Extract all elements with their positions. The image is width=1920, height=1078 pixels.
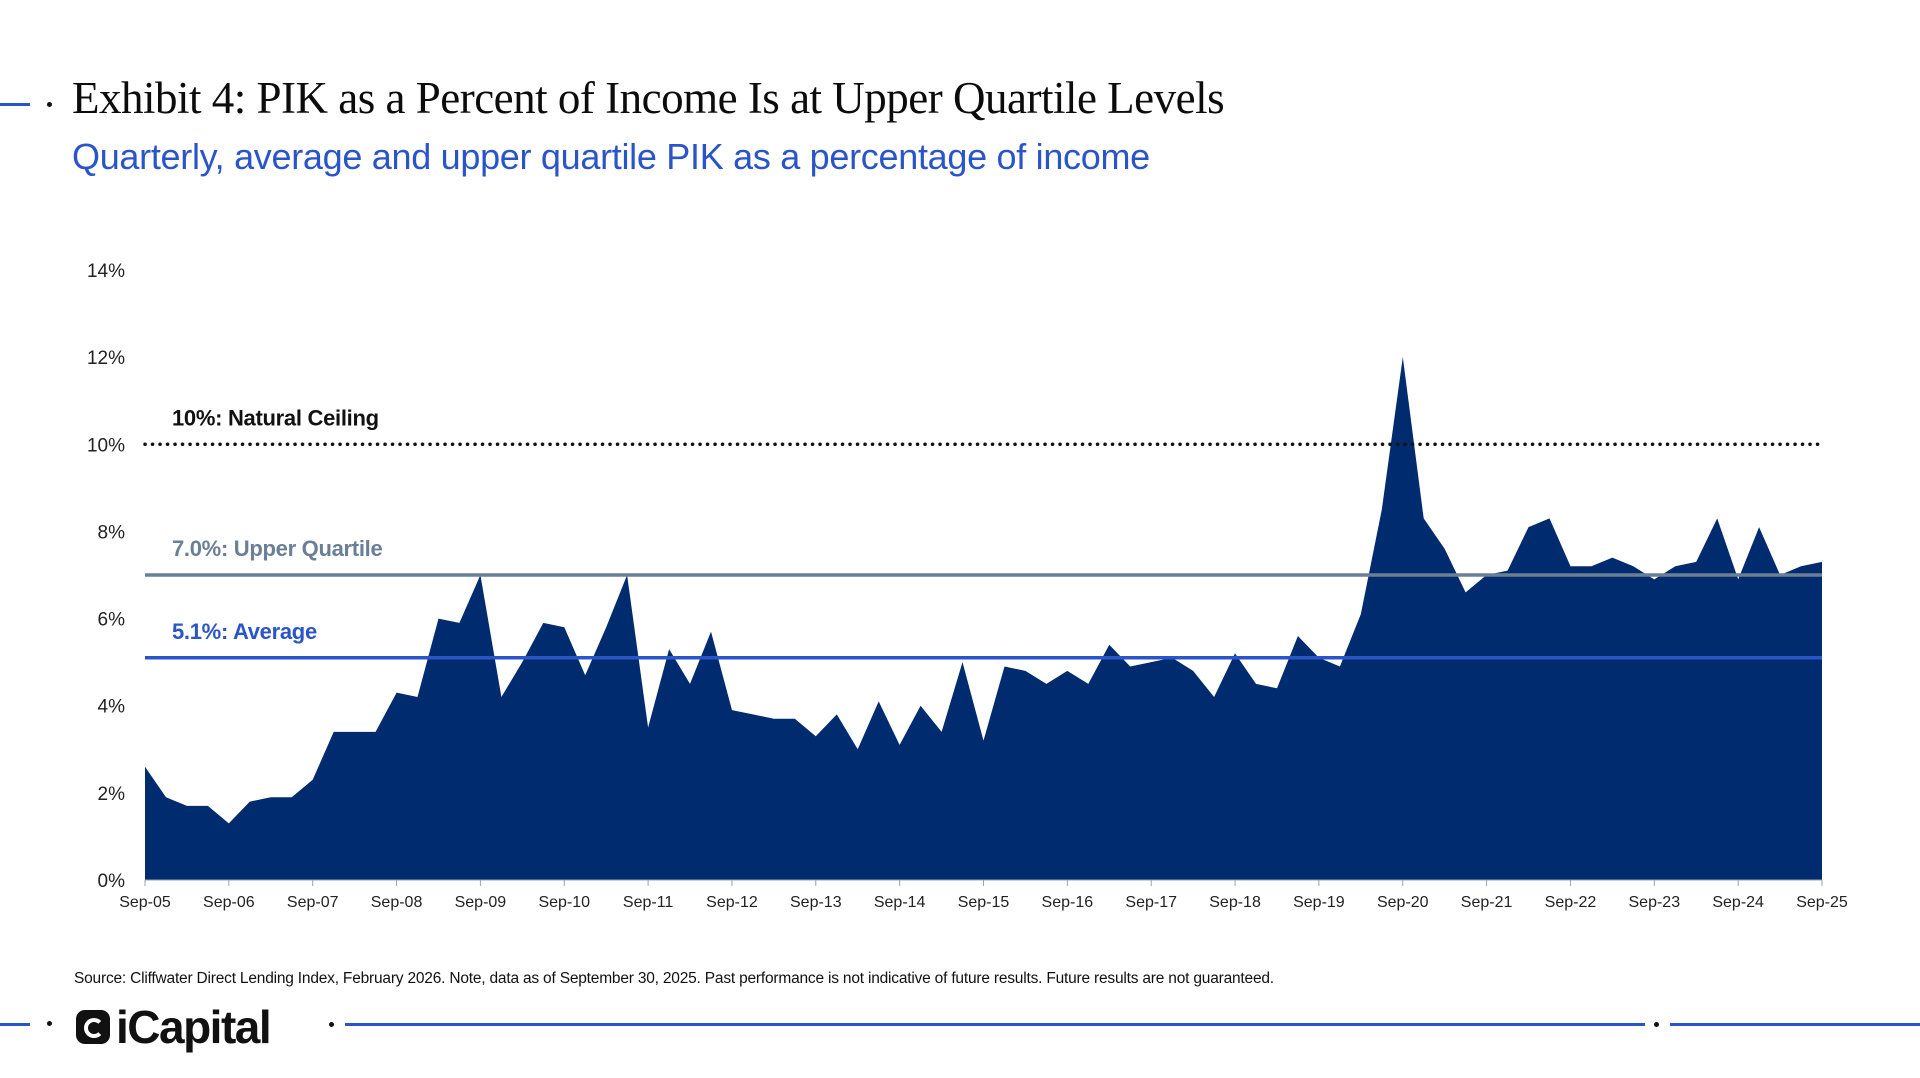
source-note: Source: Cliffwater Direct Lending Index,… [74,970,1274,987]
x-tick-label: Sep-18 [1209,894,1261,911]
x-tick-label: Sep-09 [455,894,507,911]
x-tick-label: Sep-25 [1796,894,1848,911]
y-tick-label: 10% [87,435,125,456]
footer-rule-left [345,1023,1645,1026]
upper-quartile-label: 7.0%: Upper Quartile [172,536,382,561]
average-label: 5.1%: Average [172,619,317,644]
x-tick-label: Sep-21 [1461,894,1513,911]
x-tick-label: Sep-19 [1293,894,1345,911]
footer-accent-dot [47,1021,52,1026]
x-axis: Sep-05 Sep-06 Sep-07 Sep-08 Sep-09 Sep-10 Sep-… [119,879,1848,911]
y-tick-label: 12% [87,348,125,369]
footer-rule-right [1670,1023,1920,1026]
y-tick-label: 4% [98,697,126,718]
x-tick-label: Sep-24 [1712,894,1764,911]
logo-wordmark: iCapital [116,1001,272,1053]
x-tick-label: Sep-22 [1545,894,1597,911]
x-tick-label: Sep-11 [623,894,674,911]
x-tick-label: Sep-05 [119,894,171,911]
footer-rule-dot-left [329,1022,334,1027]
y-tick-label: 0% [98,871,126,892]
y-tick-label: 6% [98,610,126,631]
x-tick-label: Sep-10 [538,894,590,911]
x-tick-label: Sep-06 [203,894,255,911]
y-tick-label: 2% [98,784,126,805]
x-tick-label: Sep-08 [371,894,423,911]
x-tick-label: Sep-15 [958,894,1010,911]
y-tick-label: 14% [87,261,125,282]
x-tick-label: Sep-23 [1629,894,1681,911]
icapital-logo-icon [76,1010,110,1044]
area-series-group [145,357,1822,881]
page-title: Exhibit 4: PIK as a Percent of Income Is… [72,73,1225,123]
x-tick-label: Sep-12 [706,894,758,911]
x-tick-label: Sep-07 [287,894,339,911]
x-tick-label: Sep-13 [790,894,842,911]
y-axis: 0% 2% 4% 6% 8% 10% 12% 14% [87,261,125,892]
reference-lines-group: 10%: Natural Ceiling 7.0%: Upper Quartile… [143,405,1824,660]
icapital-logo: iCapital [76,1001,272,1053]
footer-rule-dot-right [1654,1022,1659,1027]
x-tick-label: Sep-20 [1377,894,1429,911]
natural-ceiling-label: 10%: Natural Ceiling [172,405,379,430]
y-tick-label: 8% [98,522,126,543]
x-tick-label: Sep-16 [1042,894,1094,911]
header-accent-dash [0,103,30,106]
pik-area-chart: 10%: Natural Ceiling 7.0%: Upper Quartile… [87,261,1848,911]
x-tick-label: Sep-14 [874,894,926,911]
x-tick-label: Sep-17 [1125,894,1177,911]
header-accent-dot [47,102,52,107]
footer-accent-dash [0,1023,30,1026]
pik-area [145,357,1822,881]
page-subtitle: Quarterly, average and upper quartile PI… [72,136,1150,177]
